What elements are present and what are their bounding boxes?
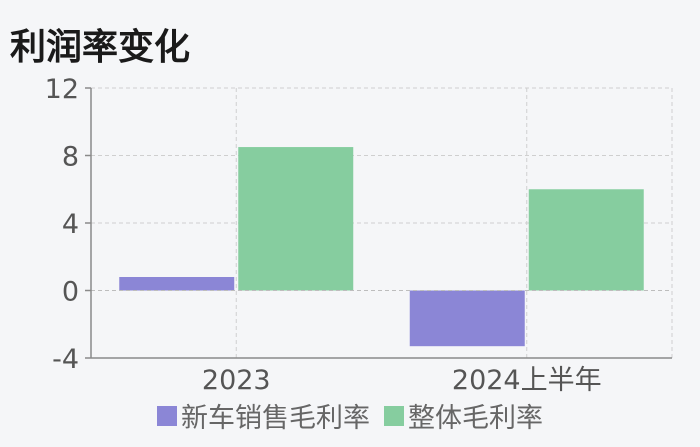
bar-2 (528, 189, 644, 291)
legend: 新车销售毛利率 整体毛利率 (0, 396, 700, 435)
legend-label-series-2: 整体毛利率 (408, 403, 543, 434)
y-tick-label: -4 (52, 344, 79, 375)
y-tick-label: 8 (62, 142, 79, 173)
legend-label-series-1: 新车销售毛利率 (181, 403, 370, 434)
bar-2 (238, 147, 354, 291)
chart-title: 利润率变化 (10, 27, 191, 68)
legend-swatch-series-1 (157, 405, 177, 426)
legend-item-series-2[interactable]: 整体毛利率 (384, 396, 543, 435)
bar-1 (119, 277, 235, 291)
legend-swatch-series-2 (384, 405, 404, 426)
x-tick-label: 2024上半年 (452, 365, 602, 396)
legend-item-series-1[interactable]: 新车销售毛利率 (157, 396, 370, 435)
y-tick-label: 0 (62, 277, 79, 308)
x-tick-label: 2023 (202, 365, 271, 396)
y-tick-label: 12 (45, 74, 79, 105)
bar-1 (409, 290, 525, 347)
y-tick-label: 4 (62, 209, 79, 240)
